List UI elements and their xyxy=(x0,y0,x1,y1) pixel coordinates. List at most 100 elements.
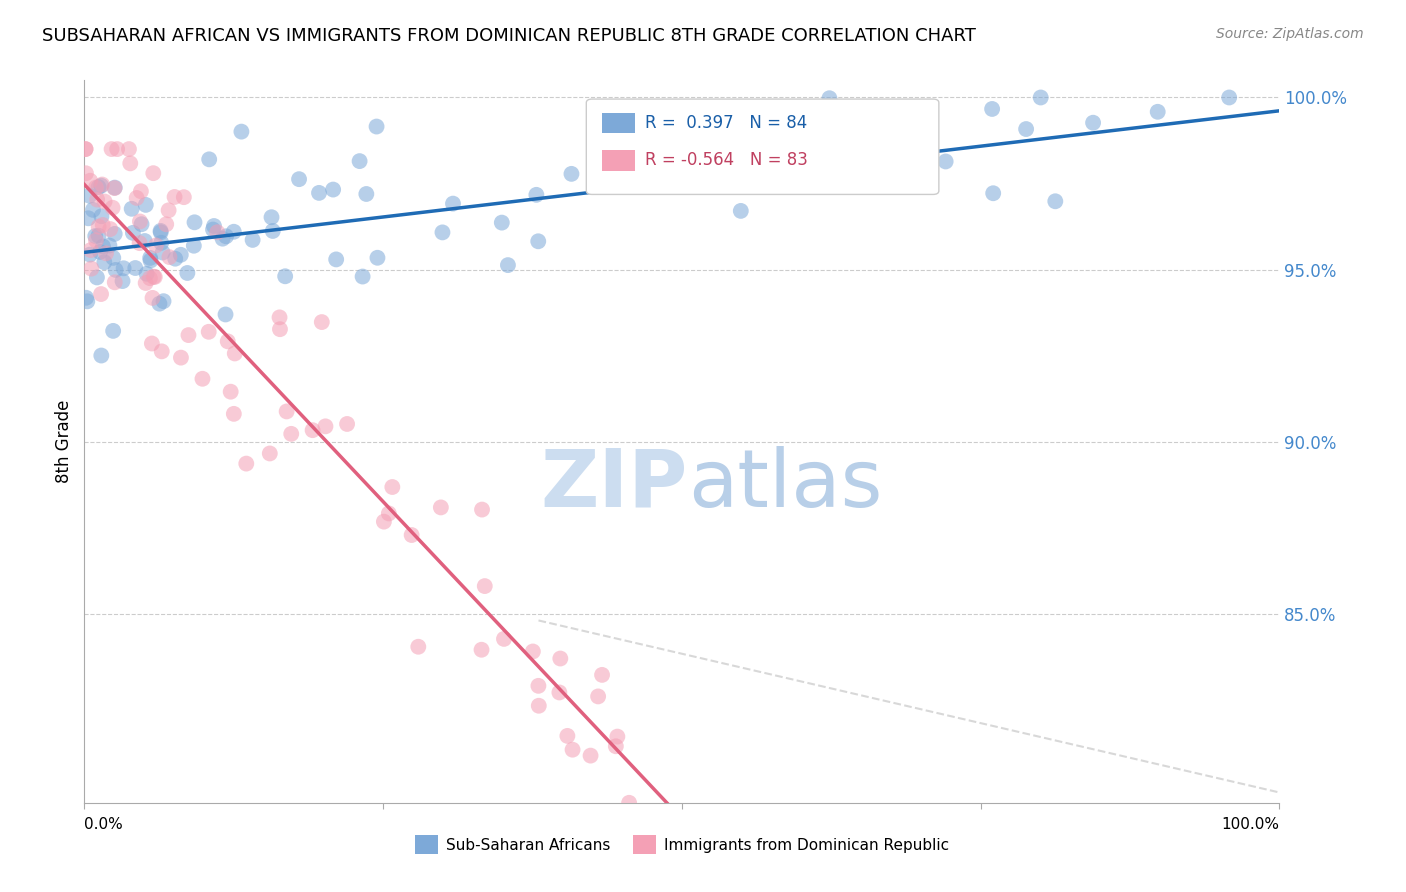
Point xyxy=(90,349,112,363)
Text: ZIP: ZIP xyxy=(541,446,688,524)
Point xyxy=(1146,104,1168,119)
Point xyxy=(605,739,627,754)
Point xyxy=(617,796,640,810)
Point xyxy=(474,579,496,593)
Point xyxy=(98,222,121,236)
Point xyxy=(591,668,613,682)
Point xyxy=(129,214,152,228)
Point xyxy=(131,217,153,231)
Point xyxy=(173,190,195,204)
Point xyxy=(79,188,101,202)
Point xyxy=(128,236,150,251)
Point xyxy=(441,196,464,211)
Point xyxy=(301,423,323,437)
Point xyxy=(586,690,609,704)
Point xyxy=(120,156,142,170)
Point xyxy=(262,224,284,238)
Point xyxy=(527,235,550,249)
Point xyxy=(269,310,291,325)
Point xyxy=(1218,90,1240,104)
Point xyxy=(135,276,157,290)
Point xyxy=(159,250,181,264)
Point xyxy=(214,308,236,322)
Point xyxy=(124,260,146,275)
Point xyxy=(527,698,550,713)
Point xyxy=(235,457,257,471)
Point xyxy=(224,346,246,360)
Point xyxy=(149,224,172,238)
Point xyxy=(157,203,180,218)
Point xyxy=(548,685,571,699)
Point xyxy=(76,294,98,309)
Point xyxy=(141,336,163,351)
Point xyxy=(86,193,108,207)
Point xyxy=(77,211,100,226)
Point xyxy=(86,270,108,285)
Point xyxy=(93,194,115,209)
Point xyxy=(165,252,187,266)
Point xyxy=(91,239,114,253)
Point xyxy=(471,502,494,516)
Point xyxy=(98,238,121,252)
Point xyxy=(84,229,107,244)
Point xyxy=(1045,194,1067,209)
Point xyxy=(139,251,162,265)
Point xyxy=(121,202,143,216)
Point xyxy=(75,142,97,156)
Point xyxy=(90,287,112,301)
Text: Source: ZipAtlas.com: Source: ZipAtlas.com xyxy=(1216,27,1364,41)
Point xyxy=(79,247,101,261)
Point xyxy=(80,261,103,276)
Point xyxy=(222,407,245,421)
Point xyxy=(79,174,101,188)
Y-axis label: 8th Grade: 8th Grade xyxy=(55,400,73,483)
Point xyxy=(579,748,602,763)
Point xyxy=(139,271,162,285)
Point xyxy=(104,227,127,241)
Point xyxy=(378,507,401,521)
Point xyxy=(325,252,347,267)
Point xyxy=(94,246,117,260)
Point xyxy=(730,203,752,218)
Text: SUBSAHARAN AFRICAN VS IMMIGRANTS FROM DOMINICAN REPUBLIC 8TH GRADE CORRELATION C: SUBSAHARAN AFRICAN VS IMMIGRANTS FROM DO… xyxy=(42,27,976,45)
Point xyxy=(148,296,170,310)
Point xyxy=(366,251,388,265)
Point xyxy=(381,480,404,494)
Point xyxy=(202,219,225,233)
Point xyxy=(87,219,110,234)
Point xyxy=(207,225,229,239)
Point xyxy=(101,324,124,338)
Point xyxy=(219,384,242,399)
Point xyxy=(401,528,423,542)
Point xyxy=(366,120,388,134)
FancyBboxPatch shape xyxy=(586,99,939,194)
Point xyxy=(259,446,281,460)
Point xyxy=(336,417,359,431)
Point xyxy=(191,372,214,386)
Point xyxy=(550,651,572,665)
Point xyxy=(89,244,111,259)
Point xyxy=(356,186,378,201)
Point xyxy=(93,255,115,269)
Point xyxy=(352,269,374,284)
Point xyxy=(177,328,200,343)
Point xyxy=(101,201,124,215)
Point xyxy=(149,225,172,239)
Point xyxy=(122,226,145,240)
Point xyxy=(276,404,298,418)
Point xyxy=(211,232,233,246)
Legend: Sub-Saharan Africans, Immigrants from Dominican Republic: Sub-Saharan Africans, Immigrants from Do… xyxy=(409,830,955,860)
Point xyxy=(197,325,219,339)
Point xyxy=(981,102,1004,116)
Point xyxy=(1081,116,1104,130)
Point xyxy=(129,184,152,198)
Point xyxy=(150,235,173,250)
Point xyxy=(152,294,174,309)
Point xyxy=(561,742,583,756)
Point xyxy=(142,269,165,284)
Point xyxy=(75,291,97,305)
Point xyxy=(1015,122,1038,136)
Point xyxy=(87,180,110,194)
Point xyxy=(135,267,157,281)
Point xyxy=(198,153,221,167)
